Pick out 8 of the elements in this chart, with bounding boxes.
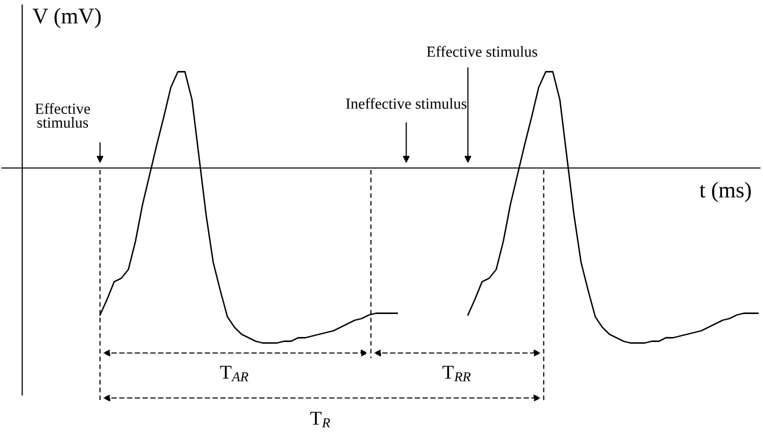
text: Effective stimulus [426, 46, 538, 57]
text: T$_{R}$ [310, 412, 330, 428]
text: T$_{AR}$ [220, 366, 248, 382]
text: T$_{RR}$ [442, 366, 471, 382]
annotation: Ineffective stimulus [346, 98, 466, 109]
x-axis-title: t (ms) [700, 182, 751, 202]
text: Effective stimulus [35, 102, 90, 128]
y-axis-title: V (mV) [32, 8, 101, 28]
